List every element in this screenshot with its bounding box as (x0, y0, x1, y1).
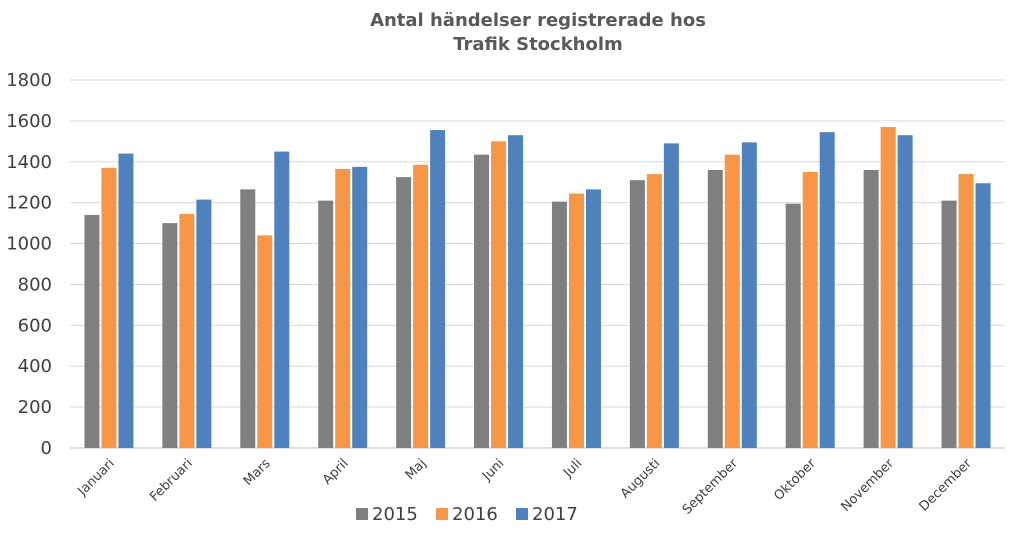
bar-2015-april (318, 200, 334, 448)
x-tick-label: Mars (241, 456, 274, 489)
bar-2015-oktober (785, 203, 801, 448)
bar-2015-januari (84, 214, 100, 448)
legend-label-2015: 2015 (372, 504, 418, 525)
x-tick-label: Augusti (618, 456, 663, 501)
bar-2017-september (741, 142, 757, 448)
legend-swatch-2016 (436, 508, 448, 520)
legend-label-2017: 2017 (532, 504, 578, 525)
x-tick-label: September (680, 456, 742, 518)
bar-2016-juni (491, 141, 507, 449)
bar-2017-augusti (663, 143, 679, 448)
bar-2015-december (941, 200, 957, 448)
bar-2015-juli (551, 201, 567, 448)
legend-swatch-2015 (356, 508, 368, 520)
y-tick-label: 1800 (6, 70, 52, 91)
bar-2016-november (880, 127, 896, 449)
bar-2017-juli (585, 189, 601, 448)
chart-title-line-1: Antal händelser registrerade hos (370, 10, 706, 31)
bar-2016-mars (257, 235, 273, 448)
bar-2017-maj (430, 130, 446, 449)
y-tick-label: 800 (18, 274, 52, 295)
gridlines (70, 79, 1005, 449)
x-tick-label: Maj (403, 456, 430, 483)
x-tick-label: Januari (75, 456, 118, 499)
bar-2016-februari (179, 213, 195, 448)
y-tick-label: 600 (18, 315, 52, 336)
bar-2015-februari (162, 223, 178, 448)
chart-title-line-2: Trafik Stockholm (453, 34, 623, 55)
y-tick-label: 200 (18, 397, 52, 418)
bar-2017-november (897, 135, 913, 448)
legend-swatch-2017 (516, 508, 528, 520)
y-tick-label: 400 (18, 356, 52, 377)
bar-2016-december (958, 174, 974, 449)
bar-2017-oktober (819, 132, 835, 448)
bar-2017-april (352, 166, 368, 448)
y-tick-label: 0 (41, 438, 52, 459)
bar-2016-juli (568, 193, 584, 448)
bar-2017-mars (274, 151, 290, 449)
bar-2015-juni (474, 154, 490, 448)
bars (84, 127, 991, 449)
bar-2016-maj (413, 164, 429, 448)
x-tick-label: December (917, 456, 976, 515)
x-tick-label: Oktober (771, 456, 819, 504)
bar-2015-augusti (629, 180, 645, 448)
legend-label-2016: 2016 (452, 504, 498, 525)
bar-2017-juni (508, 135, 524, 448)
bar-2016-april (335, 168, 351, 448)
bar-2015-mars (240, 189, 256, 448)
y-tick-label: 1200 (6, 193, 52, 214)
x-tick-label: April (320, 456, 352, 488)
bar-2017-december (975, 183, 991, 448)
bar-2017-februari (196, 199, 212, 448)
bar-2017-januari (118, 153, 134, 448)
y-tick-label: 1000 (6, 234, 52, 255)
bar-2016-augusti (646, 174, 662, 449)
y-tick-label: 1400 (6, 152, 52, 173)
bar-2015-september (707, 169, 723, 448)
bar-2015-maj (396, 177, 412, 448)
bar-2016-januari (101, 167, 117, 448)
bar-2015-november (863, 169, 879, 448)
y-tick-label: 1600 (6, 111, 52, 132)
x-tick-label: Februari (147, 456, 195, 504)
x-tick-label: November (839, 456, 898, 515)
legend: 2015 2016 2017 (356, 504, 578, 525)
bar-2016-oktober (802, 172, 818, 448)
x-tick-label: Juni (479, 456, 507, 484)
bar-2016-september (724, 154, 740, 448)
x-tick-label: Juli (560, 456, 585, 481)
y-axis-ticks: 0 200 400 600 800 1000 1200 1400 1600 1800 (6, 70, 52, 459)
